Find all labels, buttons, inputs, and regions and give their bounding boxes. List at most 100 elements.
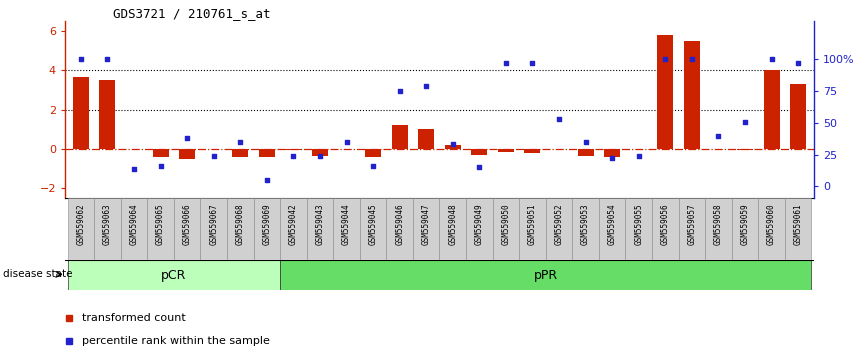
Bar [657,35,673,149]
Bar [471,149,488,155]
Point [127,166,141,171]
FancyBboxPatch shape [679,198,705,260]
Bar [525,149,540,153]
Point [446,142,460,147]
Point [180,135,194,141]
Bar [604,149,620,157]
FancyBboxPatch shape [280,198,307,260]
FancyBboxPatch shape [254,198,280,260]
Text: pCR: pCR [161,269,186,282]
FancyBboxPatch shape [599,198,625,260]
FancyBboxPatch shape [413,198,439,260]
Point [153,163,167,169]
Point [499,60,513,66]
Point [207,153,221,159]
Text: pPR: pPR [533,269,558,282]
Point [632,153,646,159]
Text: GSM559062: GSM559062 [76,203,86,245]
Bar [152,149,169,157]
Point [366,163,380,169]
Point [260,177,274,183]
FancyBboxPatch shape [732,198,759,260]
Bar [179,149,195,159]
FancyBboxPatch shape [227,198,254,260]
Point [100,57,114,62]
FancyBboxPatch shape [359,198,386,260]
Bar [498,149,514,152]
FancyBboxPatch shape [174,198,200,260]
Point [419,83,433,89]
FancyBboxPatch shape [68,260,280,290]
Text: GSM559065: GSM559065 [156,203,165,245]
Bar [73,77,89,149]
FancyBboxPatch shape [493,198,520,260]
Text: GSM559069: GSM559069 [262,203,271,245]
Text: GSM559054: GSM559054 [608,203,617,245]
Bar [684,41,700,149]
Text: GSM559050: GSM559050 [501,203,510,245]
Point [553,116,566,122]
Text: GSM559064: GSM559064 [130,203,139,245]
Text: GSM559051: GSM559051 [528,203,537,245]
FancyBboxPatch shape [94,198,120,260]
Text: GSM559056: GSM559056 [661,203,669,245]
Point [685,57,699,62]
Text: GSM559067: GSM559067 [210,203,218,245]
Point [738,119,752,124]
Bar [232,149,249,157]
FancyBboxPatch shape [120,198,147,260]
FancyBboxPatch shape [705,198,732,260]
Text: GSM559049: GSM559049 [475,203,484,245]
Text: GSM559053: GSM559053 [581,203,590,245]
Bar [578,149,593,156]
Text: percentile rank within the sample: percentile rank within the sample [82,336,270,346]
Point [392,88,406,94]
Point [605,155,619,161]
Text: GSM559061: GSM559061 [793,203,803,245]
FancyBboxPatch shape [625,198,652,260]
Text: GSM559048: GSM559048 [449,203,457,245]
Point [233,139,247,145]
Bar [764,70,779,149]
Text: GSM559043: GSM559043 [315,203,325,245]
FancyBboxPatch shape [68,198,94,260]
FancyBboxPatch shape [200,198,227,260]
Text: GSM559047: GSM559047 [422,203,430,245]
Text: GSM559058: GSM559058 [714,203,723,245]
Point [339,139,353,145]
Text: disease state: disease state [3,269,72,279]
FancyBboxPatch shape [652,198,679,260]
Text: GSM559057: GSM559057 [688,203,696,245]
Bar [737,149,753,150]
FancyBboxPatch shape [147,198,174,260]
Bar [418,130,434,149]
Point [313,153,326,159]
Bar [790,84,806,149]
Text: GSM559046: GSM559046 [395,203,404,245]
Bar [100,80,115,149]
Text: GSM559066: GSM559066 [183,203,191,245]
Bar [286,149,301,150]
Point [712,133,726,138]
Point [578,139,592,145]
Bar [259,149,275,157]
FancyBboxPatch shape [333,198,359,260]
Point [287,153,301,159]
Text: GSM559063: GSM559063 [103,203,112,245]
Text: GSM559060: GSM559060 [767,203,776,245]
Point [74,57,87,62]
Point [765,57,779,62]
Text: GSM559059: GSM559059 [740,203,749,245]
FancyBboxPatch shape [572,198,599,260]
Bar [312,149,328,156]
Point [473,165,487,170]
Text: GSM559068: GSM559068 [236,203,245,245]
FancyBboxPatch shape [280,260,811,290]
Bar [445,145,461,149]
FancyBboxPatch shape [466,198,493,260]
Text: GSM559052: GSM559052 [554,203,564,245]
Point [526,60,540,66]
Text: GSM559042: GSM559042 [289,203,298,245]
Text: GDS3721 / 210761_s_at: GDS3721 / 210761_s_at [113,7,270,20]
Point [792,60,805,66]
